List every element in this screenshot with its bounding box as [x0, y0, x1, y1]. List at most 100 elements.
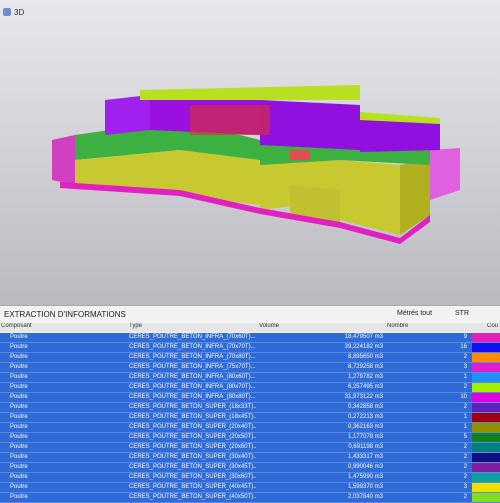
table-row[interactable]: Poutre CERES_POUTRE_BETON_SUPER_(40x50T).…: [0, 493, 500, 503]
table-row[interactable]: Poutre CERES_POUTRE_BETON_INFRA_(80x80T).…: [0, 393, 500, 403]
table-row[interactable]: Poutre CERES_POUTRE_BETON_SUPER_(18x33T).…: [0, 403, 500, 413]
nombre-cell: 2: [463, 444, 467, 450]
nombre-cell: 2: [463, 404, 467, 410]
composant-cell: Poutre: [10, 484, 28, 490]
nombre-cell: 1: [463, 424, 467, 430]
volume-cell: 1,279782 m3: [347, 374, 383, 380]
column-header[interactable]: Composant: [1, 323, 32, 329]
building-model: [52, 85, 460, 244]
type-cell: CERES_POUTRE_BETON_INFRA_(80x80T)...: [129, 394, 256, 400]
color-swatch: [472, 413, 500, 422]
table-row[interactable]: Poutre CERES_POUTRE_BETON_SUPER_(20x60T).…: [0, 443, 500, 453]
color-swatch: [472, 403, 500, 412]
volume-cell: 8,729258 m3: [347, 364, 383, 370]
volume-cell: 6,257495 m3: [347, 384, 383, 390]
type-cell: CERES_POUTRE_BETON_SUPER_(30x40T)...: [129, 454, 256, 460]
column-header[interactable]: Type: [129, 323, 143, 329]
panel-title: EXTRACTION D'INFORMATIONS: [4, 310, 126, 319]
volume-cell: 1,433317 m3: [347, 454, 383, 460]
table-row[interactable]: Poutre CERES_POUTRE_BETON_INFRA_(70x80T).…: [0, 353, 500, 363]
nombre-cell: 3: [463, 484, 467, 490]
composant-cell: Poutre: [10, 474, 28, 480]
composant-cell: Poutre: [10, 384, 28, 390]
color-swatch: [472, 493, 500, 502]
color-swatch: [472, 483, 500, 492]
nombre-cell: 10: [460, 394, 467, 400]
volume-cell: 0,990046 m3: [347, 464, 383, 470]
type-cell: CERES_POUTRE_BETON_SUPER_(30x60T)...: [129, 474, 256, 480]
color-swatch: [472, 453, 500, 462]
volume-cell: 1,475990 m3: [347, 474, 383, 480]
nombre-cell: 2: [463, 454, 467, 460]
volume-cell: 31,973122 m3: [344, 394, 383, 400]
table-row[interactable]: Poutre CERES_POUTRE_BETON_INFRA_(80x70T).…: [0, 383, 500, 393]
table-row[interactable]: Poutre CERES_POUTRE_BETON_INFRA_(80x60T).…: [0, 373, 500, 383]
volume-cell: 0,342858 m3: [347, 404, 383, 410]
composant-cell: Poutre: [10, 404, 28, 410]
table-header: Composant Type Volume Nombre Cou: [0, 323, 500, 332]
type-cell: CERES_POUTRE_BETON_SUPER_(40x50T)...: [129, 494, 256, 500]
volume-cell: 39,224182 m3: [344, 344, 383, 350]
type-cell: CERES_POUTRE_BETON_INFRA_(80x70T)...: [129, 384, 256, 390]
composant-cell: Poutre: [10, 434, 28, 440]
nombre-cell: 2: [463, 464, 467, 470]
volume-cell: 2,037840 m3: [347, 494, 383, 500]
volume-cell: 18,479507 m3: [344, 334, 383, 340]
composant-cell: Poutre: [10, 354, 28, 360]
composant-cell: Poutre: [10, 364, 28, 370]
table-row[interactable]: Poutre CERES_POUTRE_BETON_SUPER_(20x40T).…: [0, 423, 500, 433]
composant-cell: Poutre: [10, 374, 28, 380]
composant-cell: Poutre: [10, 334, 28, 340]
composant-cell: Poutre: [10, 394, 28, 400]
str-dropdown[interactable]: STR: [455, 310, 469, 317]
type-cell: CERES_POUTRE_BETON_SUPER_(40x45T)...: [129, 484, 256, 490]
color-swatch: [472, 393, 500, 402]
table-row[interactable]: Poutre CERES_POUTRE_BETON_SUPER_(18x45T).…: [0, 413, 500, 423]
color-swatch: [472, 343, 500, 352]
volume-cell: 8,895650 m3: [347, 354, 383, 360]
table-row[interactable]: Poutre CERES_POUTRE_BETON_SUPER_(30x60T).…: [0, 473, 500, 483]
type-cell: CERES_POUTRE_BETON_SUPER_(20x40T)...: [129, 424, 256, 430]
metres-dropdown[interactable]: Métrés tout: [397, 310, 433, 317]
composant-cell: Poutre: [10, 424, 28, 430]
table-row[interactable]: Poutre CERES_POUTRE_BETON_INFRA_(70x60T).…: [0, 333, 500, 343]
nombre-cell: 2: [463, 494, 467, 500]
color-swatch: [472, 433, 500, 442]
color-swatch: [472, 363, 500, 372]
type-cell: CERES_POUTRE_BETON_INFRA_(70x70T)...: [129, 344, 256, 350]
composant-cell: Poutre: [10, 414, 28, 420]
composant-cell: Poutre: [10, 464, 28, 470]
color-swatch: [472, 463, 500, 472]
nombre-cell: 3: [463, 364, 467, 370]
composant-cell: Poutre: [10, 494, 28, 500]
view-icon: [3, 8, 11, 16]
color-swatch: [472, 423, 500, 432]
type-cell: CERES_POUTRE_BETON_SUPER_(18x45T)...: [129, 414, 256, 420]
column-header[interactable]: Cou: [487, 323, 499, 329]
type-cell: CERES_POUTRE_BETON_INFRA_(70x80T)...: [129, 354, 256, 360]
composant-cell: Poutre: [10, 344, 28, 350]
type-cell: CERES_POUTRE_BETON_INFRA_(80x60T)...: [129, 374, 256, 380]
table-row[interactable]: Poutre CERES_POUTRE_BETON_INFRA_(75x70T).…: [0, 363, 500, 373]
table-row[interactable]: Poutre CERES_POUTRE_BETON_SUPER_(30x45T).…: [0, 463, 500, 473]
column-header[interactable]: Nombre: [387, 323, 409, 329]
volume-cell: 0,272213 m3: [347, 414, 383, 420]
extraction-panel: EXTRACTION D'INFORMATIONS Métrés tout ST…: [0, 305, 500, 503]
color-swatch: [472, 333, 500, 342]
table-row[interactable]: Poutre CERES_POUTRE_BETON_SUPER_(30x40T).…: [0, 453, 500, 463]
nombre-cell: 1: [463, 414, 467, 420]
type-cell: CERES_POUTRE_BETON_SUPER_(18x33T)...: [129, 404, 256, 410]
table-row[interactable]: Poutre CERES_POUTRE_BETON_INFRA_(70x70T).…: [0, 343, 500, 353]
nombre-cell: 2: [463, 354, 467, 360]
viewport-3d[interactable]: 3D: [0, 0, 500, 305]
column-header[interactable]: Volume: [259, 323, 280, 329]
nombre-cell: 16: [460, 344, 467, 350]
table-row[interactable]: Poutre CERES_POUTRE_BETON_SUPER_(20x50T).…: [0, 433, 500, 443]
color-swatch: [472, 383, 500, 392]
nombre-cell: 5: [463, 434, 467, 440]
nombre-cell: 2: [463, 384, 467, 390]
color-swatch: [472, 473, 500, 482]
table-row[interactable]: Poutre CERES_POUTRE_BETON_SUPER_(40x45T).…: [0, 483, 500, 493]
view-label: 3D: [14, 8, 25, 17]
nombre-cell: 1: [463, 374, 467, 380]
